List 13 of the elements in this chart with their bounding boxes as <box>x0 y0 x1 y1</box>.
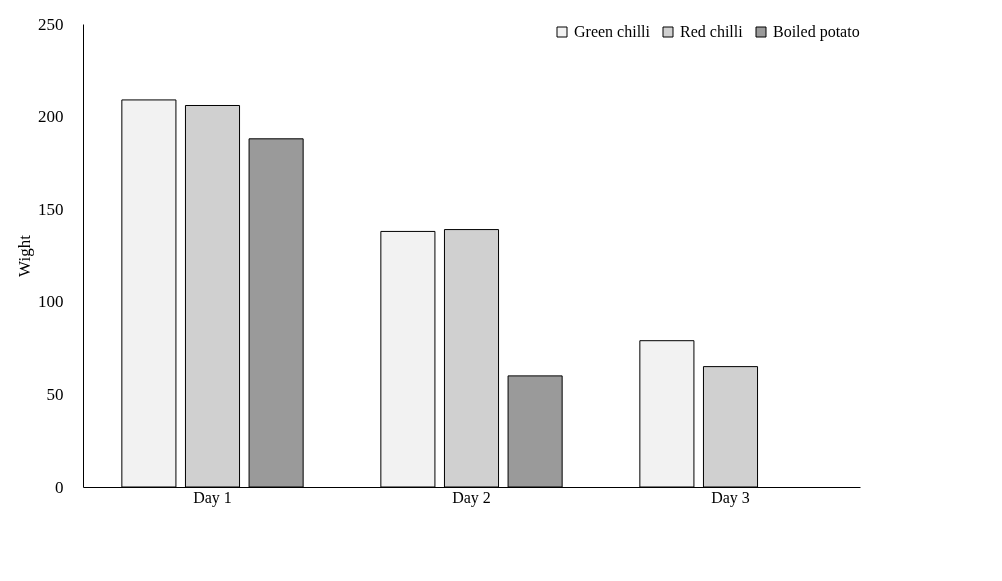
y-tick-label: 200 <box>38 107 64 127</box>
y-tick-label: 150 <box>38 199 64 219</box>
legend-label: Green chilli <box>574 23 651 40</box>
y-tick-label: 50 <box>46 384 64 404</box>
legend-label: Red chilli <box>680 23 744 40</box>
y-axis-title: Wight <box>15 234 34 277</box>
y-tick-label: 0 <box>55 477 64 497</box>
x-tick-label: Day 1 <box>193 488 232 507</box>
y-tick-label: 100 <box>38 292 64 312</box>
x-tick-label: Day 2 <box>452 488 491 507</box>
y-tick-label: 250 <box>38 14 64 34</box>
x-tick-label: Day 3 <box>711 488 750 507</box>
legend-label: Boiled potato <box>773 23 860 41</box>
